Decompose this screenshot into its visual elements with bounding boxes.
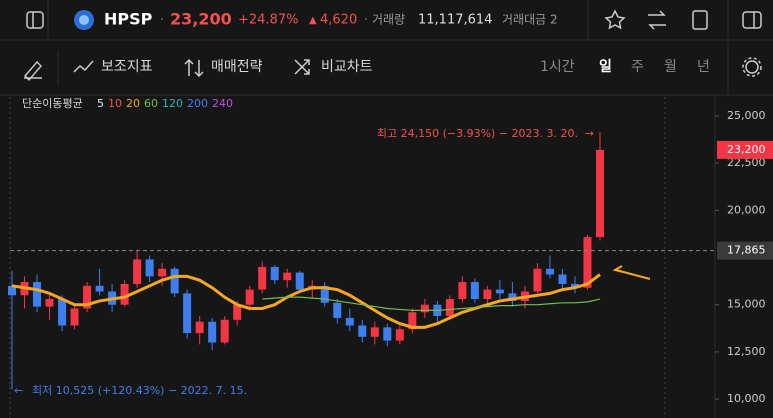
settings[interactable] <box>745 60 759 74</box>
toolbar-item[interactable]: 보조지표 <box>101 59 153 75</box>
period[interactable]: 주 <box>631 59 644 75</box>
candle-body <box>283 272 292 281</box>
candle-body <box>95 285 104 292</box>
ma-line <box>262 296 601 311</box>
candle-body <box>458 282 467 300</box>
candle-body <box>570 283 579 288</box>
y-tick-label: 22,500 <box>727 156 766 169</box>
candle-body <box>233 304 242 320</box>
low-note: 최저 10,525 (+120.43%) − 2022. 7. 15. <box>32 384 247 397</box>
note[interactable] <box>692 10 708 30</box>
candle-body <box>370 327 379 337</box>
candle-body <box>533 268 542 292</box>
period[interactable]: 년 <box>697 59 710 75</box>
volume-label: 거래량 <box>372 13 405 27</box>
legend-entry: 240 <box>212 97 233 110</box>
candle-body <box>483 289 492 300</box>
favorite[interactable] <box>604 9 626 30</box>
ref-box <box>717 241 773 260</box>
candle-body <box>70 308 79 326</box>
candle-body <box>445 299 454 317</box>
sidebar-icon[interactable] <box>26 11 44 29</box>
candle-body <box>83 285 92 309</box>
period[interactable]: 월 <box>664 59 677 75</box>
candle-body <box>395 329 404 341</box>
candle-body <box>133 259 142 284</box>
change-pct: +24.87% <box>238 13 298 28</box>
period[interactable]: 일 <box>599 59 612 75</box>
ref-label: 17,865 <box>727 244 766 257</box>
candle-body <box>58 299 67 326</box>
candle-body <box>320 285 329 303</box>
swap[interactable] <box>648 10 666 30</box>
candle-body <box>420 304 429 313</box>
panel[interactable] <box>742 11 762 29</box>
candle-body <box>295 272 304 290</box>
candle-body <box>208 321 217 343</box>
legend-entry: 60 <box>144 97 158 110</box>
y-tick-label: 12,500 <box>727 345 766 358</box>
candle-body <box>583 237 592 288</box>
high-note: 최고 24,150 (−3.93%) − 2023. 3. 20. <box>377 127 578 140</box>
candle-body <box>408 312 417 330</box>
y-tick-label: 20,000 <box>727 203 766 216</box>
candle-body <box>8 285 16 296</box>
legend-entry: 10 <box>108 97 122 110</box>
candle-body <box>170 268 179 294</box>
candle-body <box>245 289 254 305</box>
ma-line <box>11 273 601 329</box>
candle-body <box>220 319 229 343</box>
candle-body <box>270 266 279 281</box>
candle-body <box>470 282 479 300</box>
price-box <box>717 140 773 159</box>
period[interactable]: 1시간 <box>540 59 575 75</box>
symbol: HPSP <box>104 10 153 29</box>
legend-title: 단순이동평균 <box>22 97 83 110</box>
candle-body <box>158 268 167 277</box>
candle-body <box>345 317 354 326</box>
volume: 11,117,614 <box>418 13 492 28</box>
candle-body <box>333 302 342 318</box>
toolbar-item[interactable]: 매매전략 <box>211 59 263 75</box>
svg-text:·: · <box>364 13 368 27</box>
candle-body <box>558 274 567 284</box>
price: 23,200 <box>170 10 232 29</box>
y-tick-label: 10,000 <box>727 392 766 405</box>
candle-body <box>495 289 504 294</box>
legend-entry: 20 <box>126 97 140 110</box>
svg-text:·: · <box>160 13 164 27</box>
legend-entry: 120 <box>162 97 183 110</box>
toolbar-item[interactable]: 비교차트 <box>321 59 373 75</box>
legend-entry: 5 <box>97 97 104 110</box>
plot: 10,000 12,500 15,000 20,000 22,500 25,000 5 10 2… <box>8 97 773 418</box>
svg-text:▲: ▲ <box>309 15 317 26</box>
arrow: ← <box>14 384 23 397</box>
change: 4,620 <box>320 13 357 28</box>
amount-label: 거래대금 2 <box>502 13 558 27</box>
candle-body <box>183 293 192 334</box>
candle-body <box>33 282 42 307</box>
draw-tool[interactable] <box>24 60 42 82</box>
candle-body <box>383 327 392 341</box>
candle-body <box>120 283 129 305</box>
candle-body <box>45 299 54 307</box>
candle-body <box>258 266 267 290</box>
y-tick-label: 15,000 <box>727 298 766 311</box>
candle-body <box>508 293 517 301</box>
candle-body <box>195 321 204 334</box>
price-label: 23,200 <box>727 143 766 156</box>
legend-entry: 200 <box>187 97 208 110</box>
candle-body <box>545 268 554 275</box>
arrow: → <box>585 127 594 140</box>
y-tick-label: 25,000 <box>727 109 766 122</box>
candle-body <box>145 259 154 277</box>
candle-body <box>596 149 604 238</box>
candle-body <box>358 325 367 337</box>
